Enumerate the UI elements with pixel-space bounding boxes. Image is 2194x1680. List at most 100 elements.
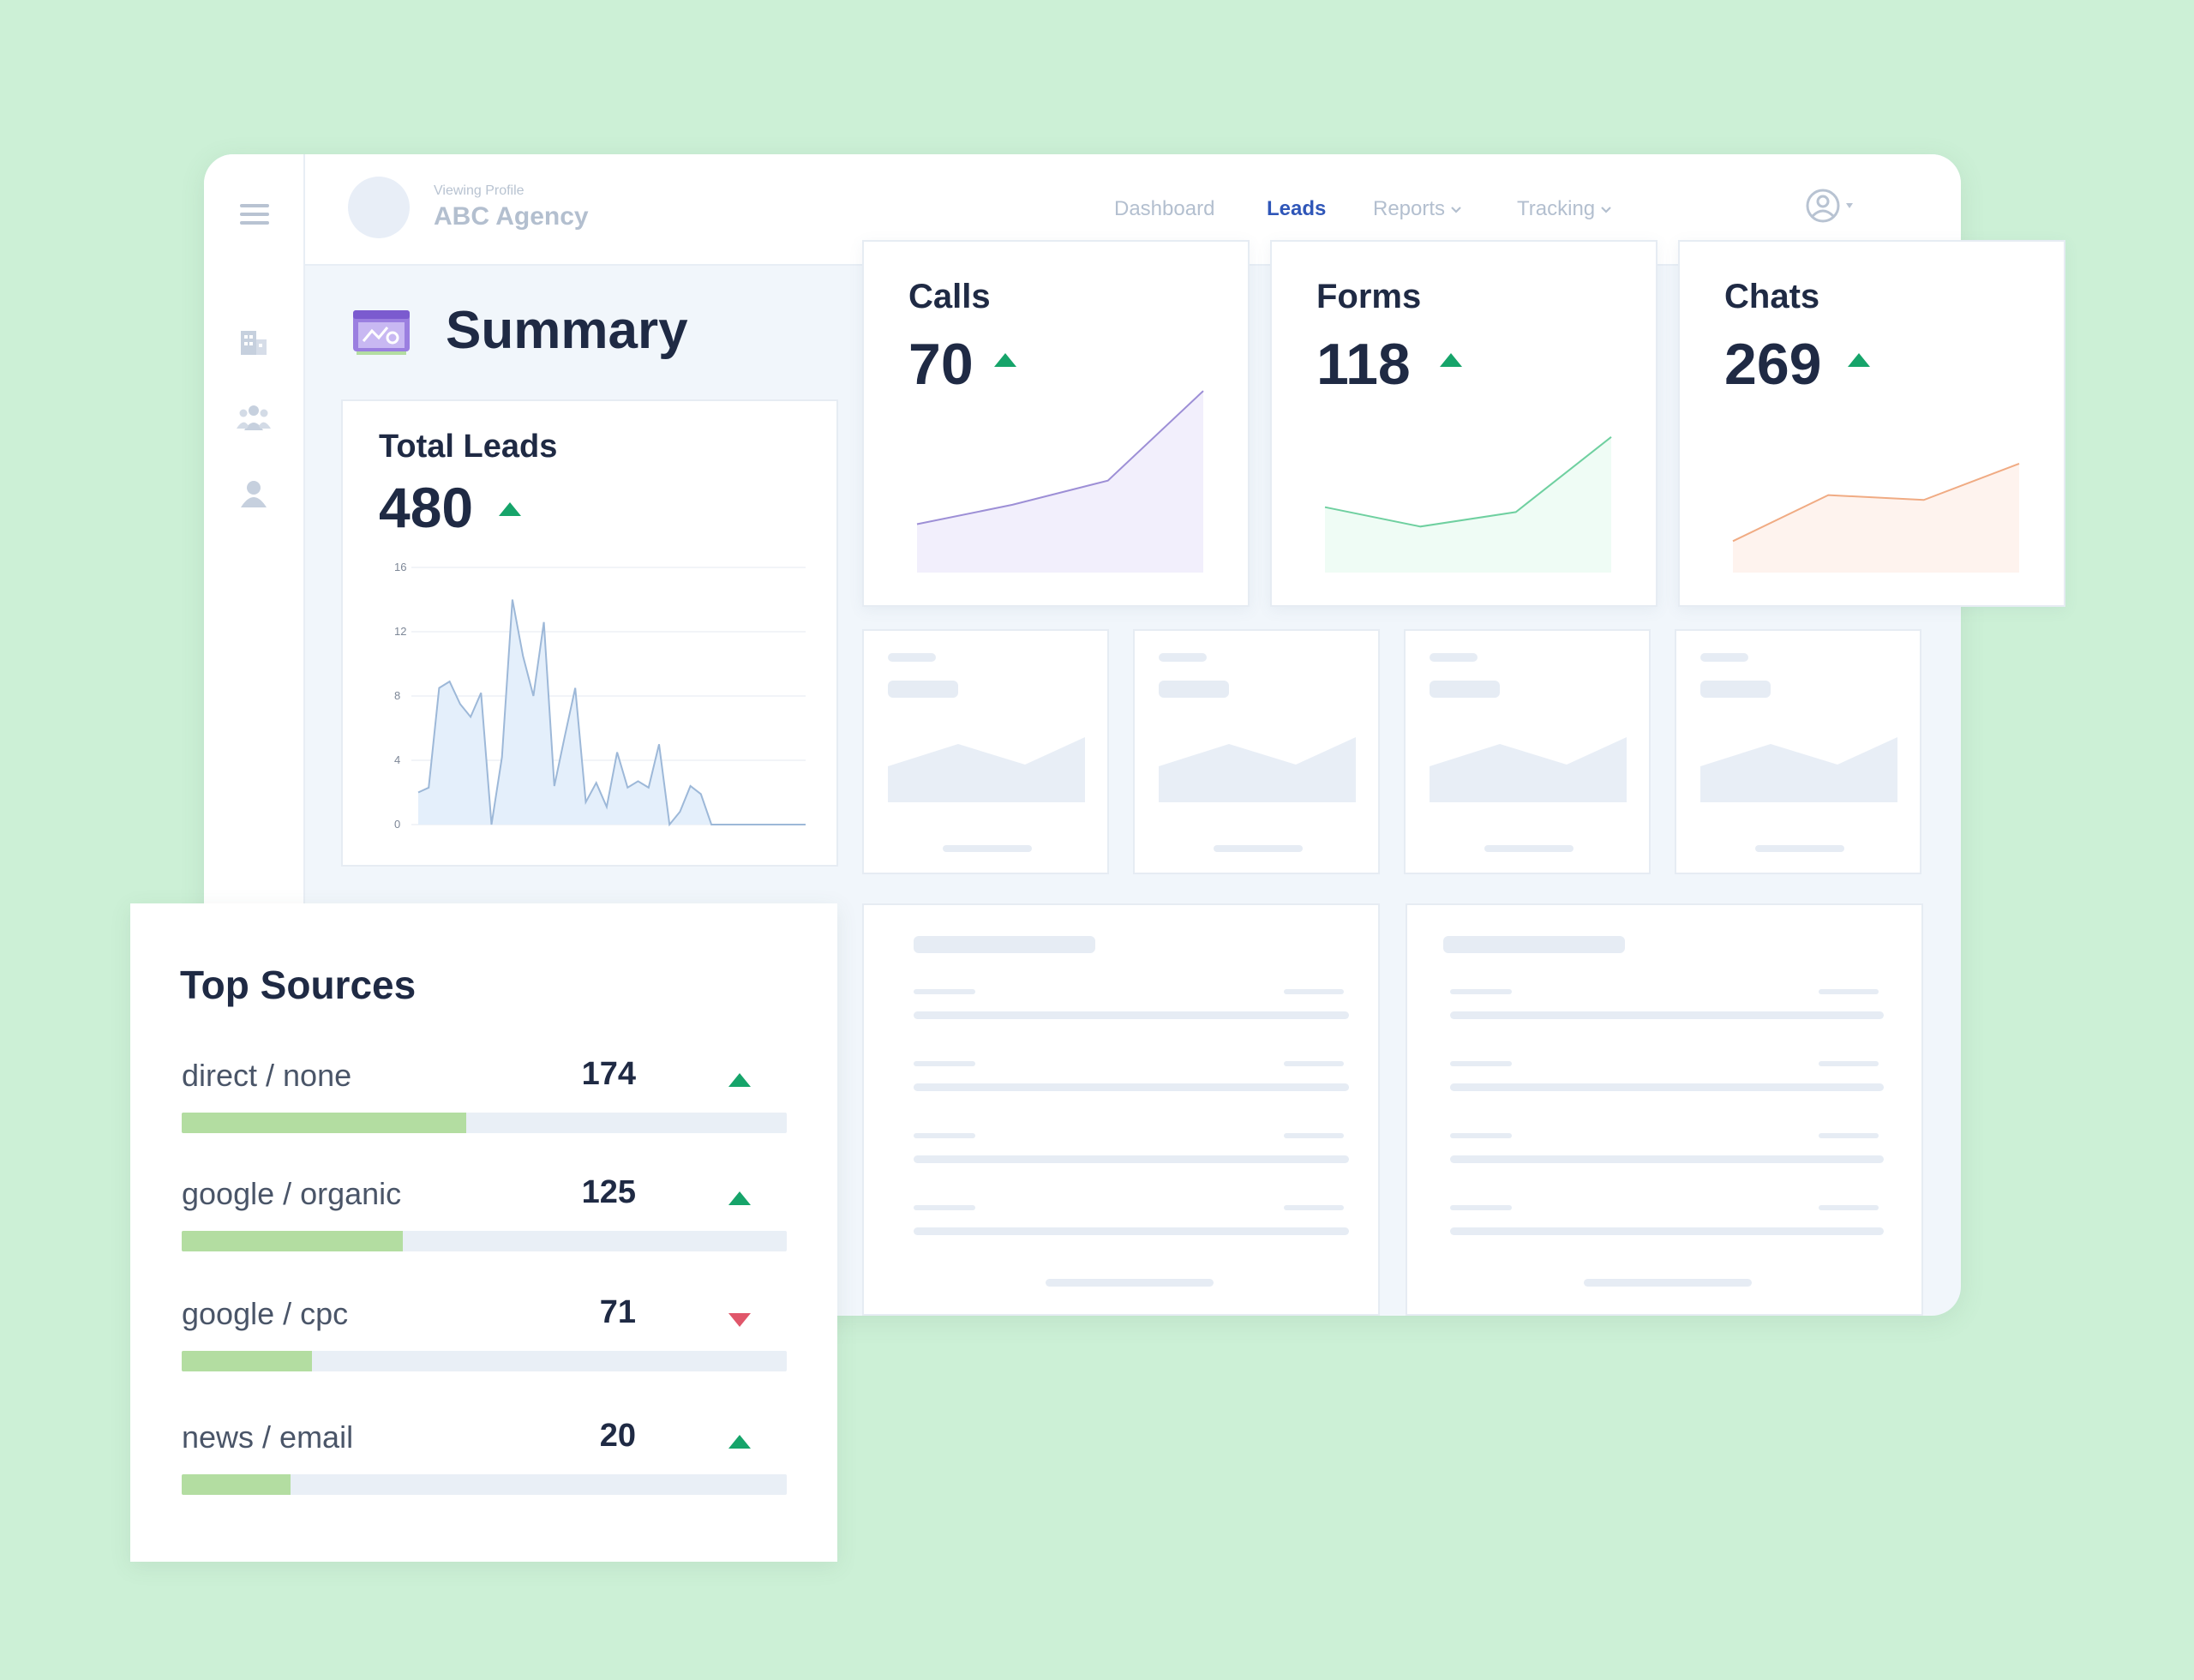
metric-value: 70 <box>908 332 974 397</box>
trend-up-icon <box>728 1073 751 1087</box>
building-icon[interactable] <box>238 326 269 357</box>
metric-line <box>1324 436 1612 528</box>
placeholder-line <box>1450 1133 1512 1138</box>
chats-chart <box>1732 462 2020 573</box>
source-value: 125 <box>581 1174 636 1210</box>
placeholder-line <box>1214 845 1303 852</box>
profile-avatar <box>348 177 410 238</box>
placeholder-table-card <box>1406 903 1923 1316</box>
placeholder-line <box>1284 1205 1344 1210</box>
metric-title: Forms <box>1316 278 1422 315</box>
placeholder-line <box>914 1061 975 1066</box>
placeholder-card <box>1675 629 1921 874</box>
forms-card[interactable]: Forms 118 <box>1270 240 1657 607</box>
top-sources-card[interactable]: Top Sources direct / none 174 google / org… <box>130 903 837 1562</box>
menu-icon[interactable] <box>240 199 269 230</box>
source-row[interactable]: direct / none 174 <box>182 1056 790 1143</box>
source-label: news / email <box>182 1419 354 1455</box>
trend-up-icon <box>728 1435 751 1449</box>
source-row[interactable]: google / organic 125 <box>182 1174 790 1262</box>
placeholder-line <box>1046 1279 1214 1287</box>
source-bar-track <box>182 1113 787 1133</box>
nav-dashboard[interactable]: Dashboard <box>1114 197 1215 220</box>
placeholder-table-card <box>862 903 1380 1316</box>
chevron-down-icon <box>1600 207 1611 213</box>
forms-chart <box>1324 436 1612 573</box>
placeholder-chart <box>888 737 1085 802</box>
user-icon[interactable] <box>238 478 269 509</box>
nav-leads[interactable]: Leads <box>1267 197 1327 220</box>
trend-up-icon <box>499 502 521 516</box>
placeholder-line <box>1450 1083 1884 1091</box>
y-tick-label: 16 <box>394 561 406 573</box>
chevron-down-icon <box>1450 207 1461 213</box>
metric-value: 269 <box>1724 332 1822 397</box>
placeholder-line <box>914 1155 1349 1163</box>
source-bar-track <box>182 1351 787 1371</box>
placeholder-line <box>888 681 958 698</box>
placeholder-line <box>1443 936 1625 953</box>
source-row[interactable]: google / cpc 71 <box>182 1294 790 1382</box>
placeholder-card <box>1133 629 1380 874</box>
placeholder-chart <box>1700 737 1897 802</box>
placeholder-line <box>1450 1155 1884 1163</box>
trend-up-icon <box>728 1191 751 1205</box>
calls-chart <box>916 390 1204 573</box>
placeholder-line <box>1819 989 1879 994</box>
placeholder-card <box>862 629 1109 874</box>
nav-tracking-label: Tracking <box>1517 197 1596 220</box>
source-row[interactable]: news / email 20 <box>182 1418 790 1505</box>
placeholder-line <box>1450 1227 1884 1235</box>
placeholder-line <box>1755 845 1844 852</box>
leads-line <box>417 599 806 827</box>
source-bar-fill <box>182 1474 291 1495</box>
agency-name[interactable]: ABC Agency <box>434 202 589 231</box>
placeholder-line <box>1284 989 1344 994</box>
chats-card[interactable]: Chats 269 <box>1678 240 2065 607</box>
y-tick-label: 4 <box>394 753 400 766</box>
placeholder-line <box>1450 1205 1512 1210</box>
placeholder-line <box>1819 1061 1879 1066</box>
summary-icon <box>353 310 410 355</box>
placeholder-line <box>1284 1061 1344 1066</box>
source-label: google / cpc <box>182 1296 349 1331</box>
placeholder-line <box>888 653 936 662</box>
placeholder-line <box>914 1133 975 1138</box>
source-value: 174 <box>581 1056 636 1092</box>
account-menu[interactable] <box>1805 187 1867 229</box>
nav-reports[interactable]: Reports <box>1373 197 1463 221</box>
placeholder-line <box>1450 1011 1884 1019</box>
placeholder-line <box>1159 681 1229 698</box>
total-leads-card[interactable]: Total Leads 4 8 0 0 4 8 12 16 <box>341 399 838 867</box>
y-tick-label: 12 <box>394 625 406 638</box>
metric-area <box>1733 463 2019 573</box>
viewing-profile-label: Viewing Profile <box>434 183 525 198</box>
placeholder-line <box>914 989 975 994</box>
y-tick-label: 0 <box>394 818 400 831</box>
source-value: 20 <box>599 1418 636 1454</box>
team-icon[interactable] <box>237 403 271 432</box>
metric-area <box>1325 436 1611 573</box>
placeholder-line <box>1430 681 1500 698</box>
placeholder-line <box>1284 1133 1344 1138</box>
total-leads-chart: 0 4 8 12 16 <box>394 561 806 831</box>
placeholder-line <box>1450 989 1512 994</box>
nav-reports-label: Reports <box>1373 197 1446 220</box>
source-value: 71 <box>599 1294 636 1330</box>
account-circle-icon <box>1806 189 1853 223</box>
placeholder-card <box>1404 629 1651 874</box>
placeholder-line <box>914 1083 1349 1091</box>
y-tick-label: 8 <box>394 689 400 702</box>
placeholder-line <box>1159 653 1207 662</box>
metric-area <box>917 391 1203 573</box>
source-label: google / organic <box>182 1176 402 1211</box>
total-leads-title: Total Leads <box>379 429 558 465</box>
calls-card[interactable]: Calls 70 <box>862 240 1250 607</box>
nav-tracking[interactable]: Tracking <box>1517 197 1613 221</box>
placeholder-line <box>1819 1133 1879 1138</box>
placeholder-line <box>943 845 1032 852</box>
trend-down-icon <box>728 1313 751 1327</box>
placeholder-line <box>914 1227 1349 1235</box>
metric-title: Calls <box>908 278 991 315</box>
source-bar-track <box>182 1474 787 1495</box>
